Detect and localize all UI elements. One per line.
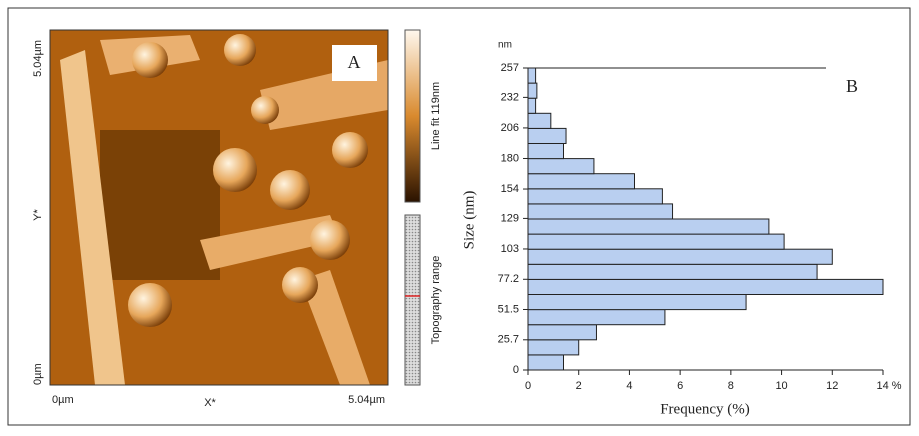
y-tick-label: 257: [501, 62, 519, 74]
bar: [527, 188, 663, 205]
bar: [527, 218, 770, 235]
y-tick-label: 154: [501, 183, 519, 195]
y-bottom-label: 0µm: [32, 363, 44, 385]
afm-image: [49, 29, 389, 386]
x-tick-label: 12: [826, 380, 838, 392]
x-tick-label: 2: [576, 380, 582, 392]
bar: [527, 294, 747, 311]
bar: [527, 112, 552, 129]
y-tick-label: 77.2: [498, 273, 519, 285]
y-axis-title: Size (nm): [461, 191, 477, 250]
bar: [527, 97, 537, 114]
panel-label: B: [846, 76, 858, 96]
range-label: Topography range: [430, 256, 442, 345]
x-tick-label: 4: [626, 380, 632, 392]
colorbar: [404, 29, 421, 203]
bar: [527, 67, 537, 84]
x-axis-label: X*: [204, 397, 216, 409]
x-tick-label: 10: [775, 380, 787, 392]
y-unit: nm: [498, 40, 512, 51]
frame: [7, 7, 911, 426]
bar: [527, 309, 666, 326]
range-bar: [404, 214, 421, 386]
x-left-label: 0µm: [52, 394, 74, 406]
bar: [527, 248, 833, 265]
panel-label-box: [332, 45, 377, 81]
y-tick-label: 51.5: [498, 303, 519, 315]
bar: [527, 203, 674, 220]
panel-label: A: [348, 52, 361, 72]
x-tick-label: 14 %: [876, 380, 901, 392]
bar: [527, 263, 818, 280]
colorbar-label: Line fit 119nm: [430, 82, 442, 150]
x-axis-title: Frequency (%): [660, 401, 750, 417]
y-tick-label: 180: [501, 152, 519, 164]
x-tick-label: 6: [677, 380, 683, 392]
y-axis-label: Y*: [32, 208, 44, 220]
bar: [527, 158, 595, 175]
bar: [527, 233, 785, 250]
y-tick-label: 129: [501, 212, 519, 224]
bar: [527, 143, 564, 160]
y-top-label: 5.04µm: [32, 40, 44, 77]
y-tick-label: 0: [513, 364, 519, 376]
x-tick-label: 0: [525, 380, 531, 392]
x-tick-label: 8: [728, 380, 734, 392]
y-tick-label: 103: [501, 243, 519, 255]
bar: [527, 127, 567, 144]
bar: [527, 278, 884, 295]
bar: [527, 173, 635, 190]
y-tick-label: 25.7: [498, 334, 519, 346]
bar: [527, 339, 580, 356]
y-tick-label: 206: [501, 122, 519, 134]
bar: [527, 324, 597, 341]
y-tick-label: 232: [501, 91, 519, 103]
bar: [527, 82, 538, 99]
x-right-label: 5.04µm: [348, 394, 385, 406]
bar: [527, 354, 564, 371]
